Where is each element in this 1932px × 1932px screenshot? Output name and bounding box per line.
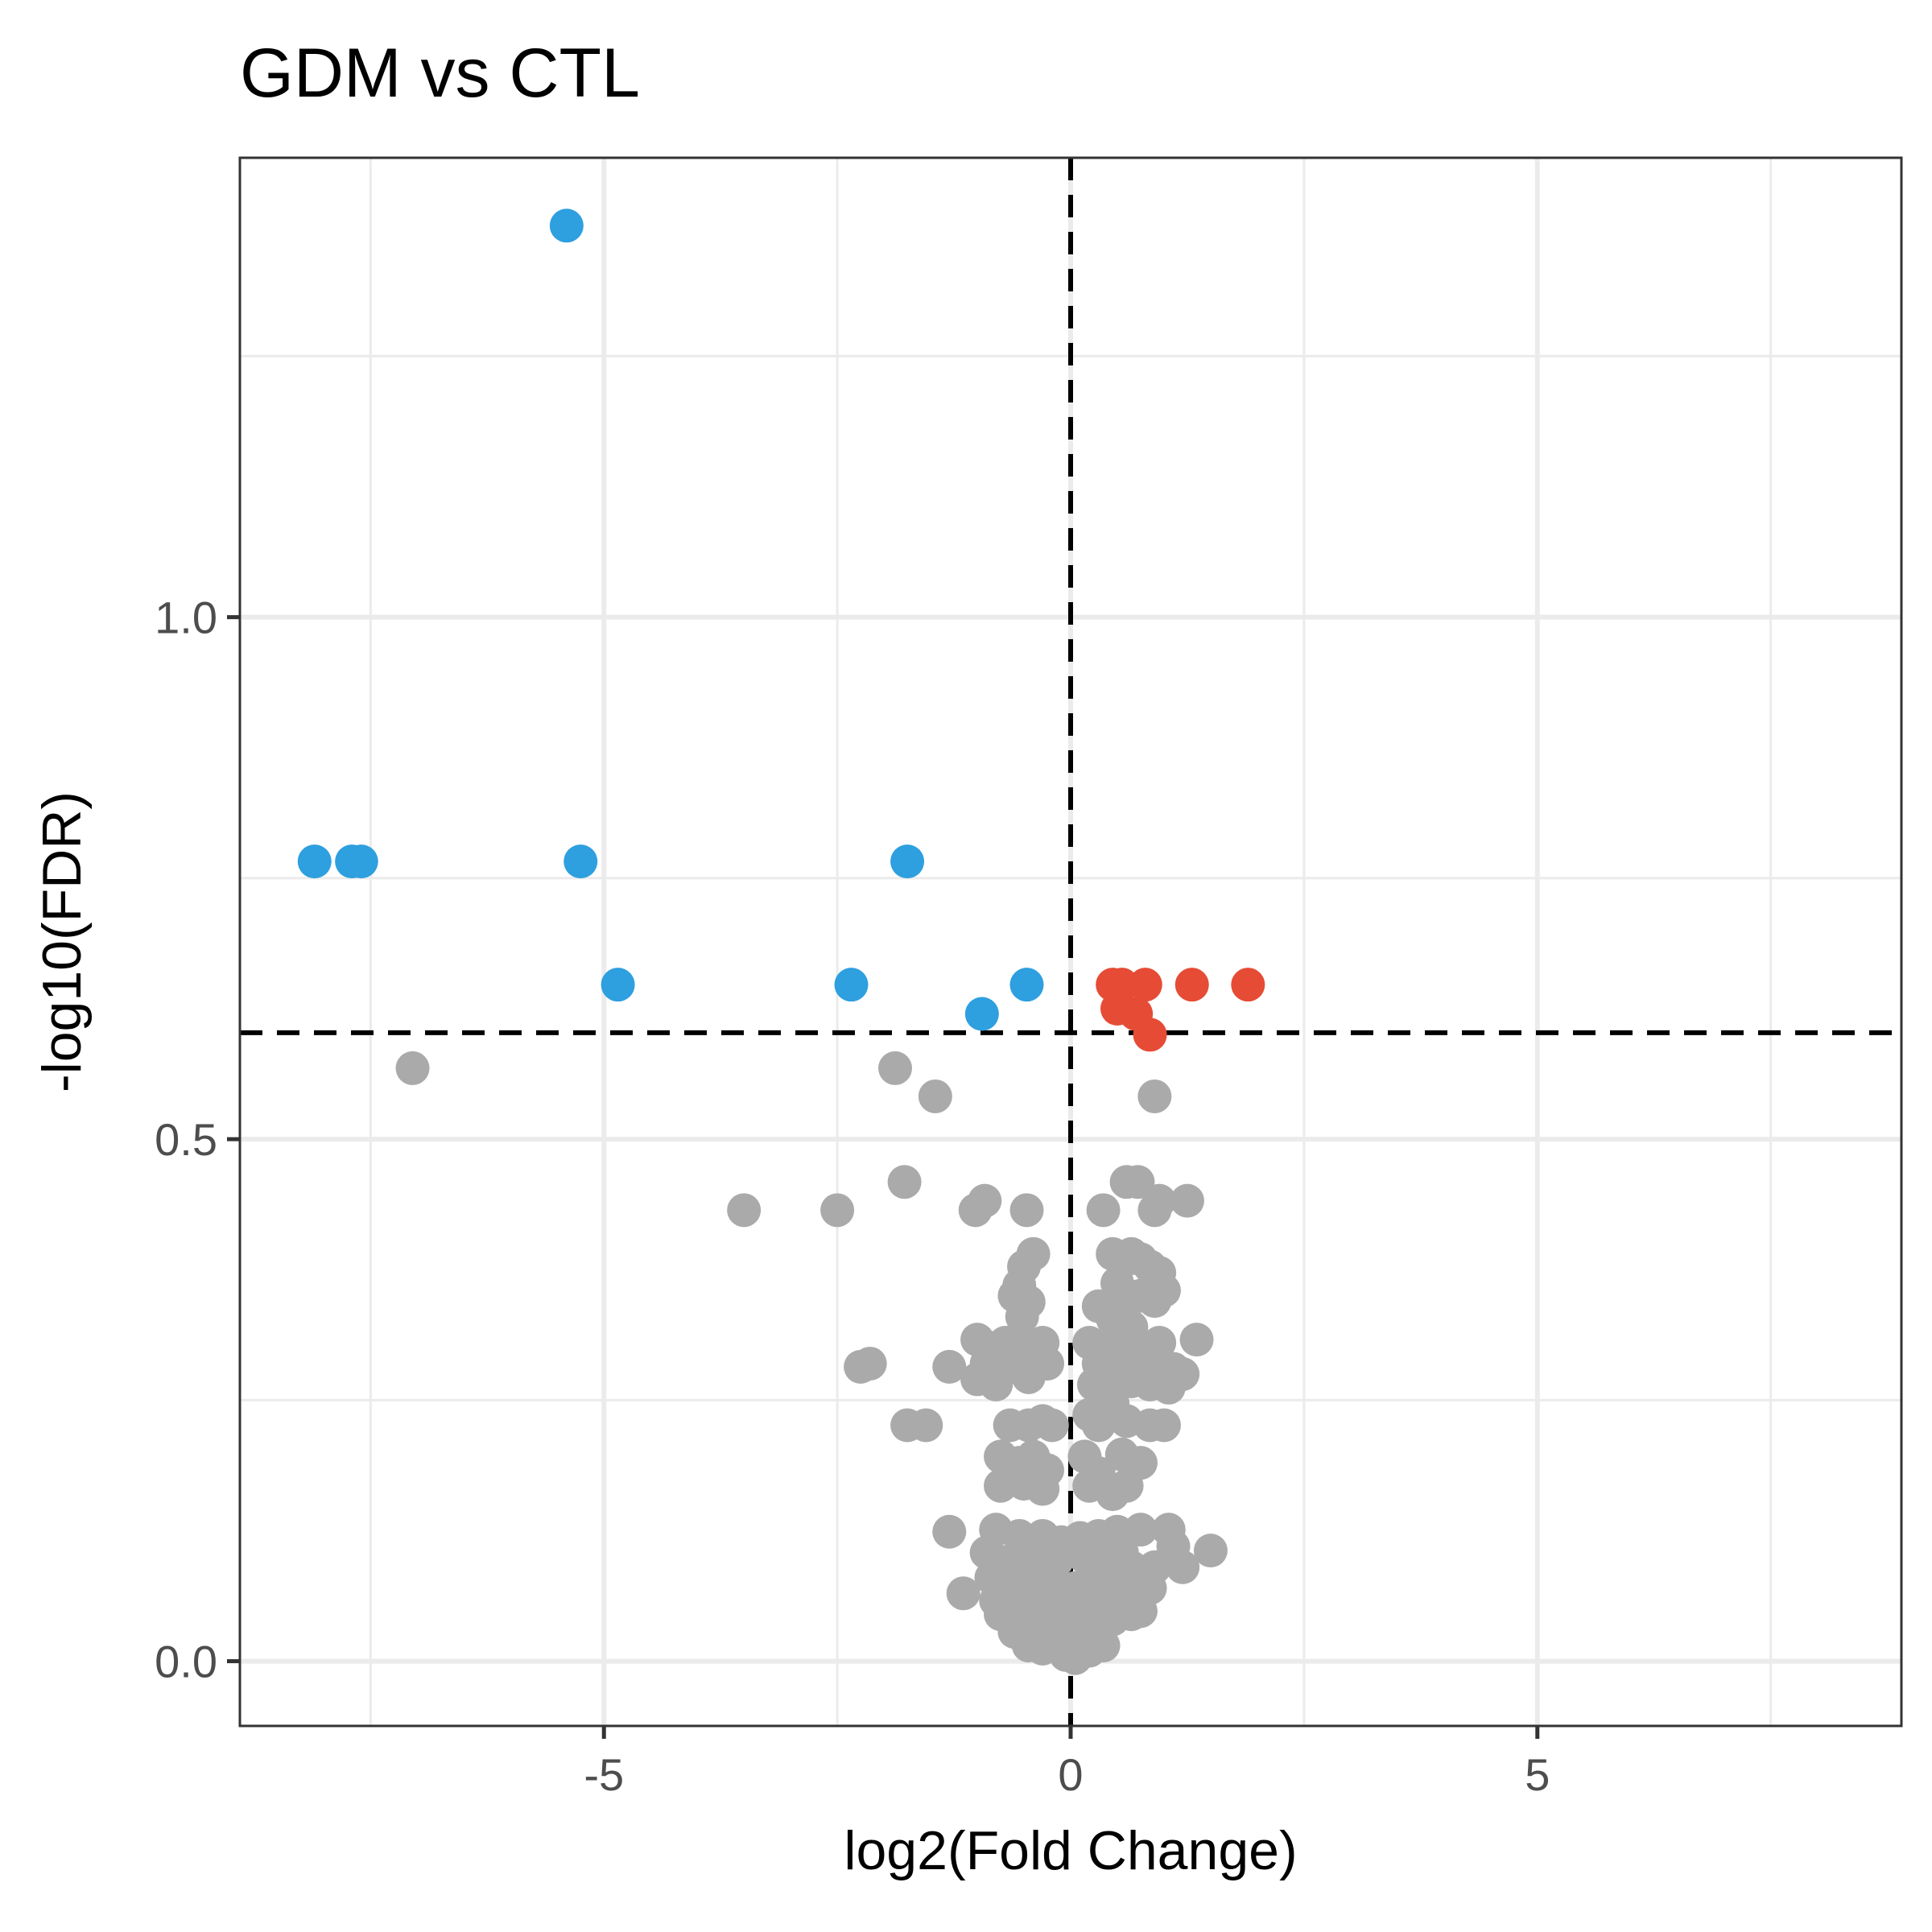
point-ns: [1146, 1274, 1181, 1308]
point-ns: [1170, 1183, 1204, 1218]
data-points: [297, 208, 1265, 1675]
point-ns: [852, 1346, 887, 1381]
point-ns: [932, 1349, 967, 1384]
point-down: [344, 844, 378, 879]
point-ns: [979, 1367, 1013, 1402]
point-down: [549, 208, 584, 243]
point-ns: [887, 1165, 922, 1199]
point-down: [834, 968, 869, 1002]
point-ns: [1009, 1193, 1044, 1228]
point-up: [1231, 968, 1265, 1002]
x-axis-title: log2(Fold Change): [844, 1820, 1297, 1881]
point-ns: [946, 1576, 980, 1611]
y-tick-label: 0.5: [155, 1114, 217, 1165]
point-down: [1009, 968, 1044, 1002]
y-tick-label: 1.0: [155, 592, 217, 643]
point-ns: [1179, 1323, 1214, 1357]
y-axis-title: -log10(FDR): [31, 791, 93, 1092]
point-ns: [1142, 1183, 1177, 1218]
x-tick-label: -5: [584, 1749, 624, 1800]
point-ns: [1026, 1472, 1060, 1506]
point-ns: [727, 1193, 762, 1228]
point-ns: [1011, 1629, 1046, 1663]
x-tick-label: 5: [1525, 1749, 1550, 1800]
point-up: [1133, 1018, 1167, 1052]
point-ns: [878, 1051, 913, 1085]
point-ns: [1166, 1356, 1200, 1391]
point-ns: [1011, 1360, 1046, 1394]
point-ns: [1146, 1408, 1181, 1443]
point-ns: [395, 1051, 430, 1085]
point-down: [564, 844, 598, 879]
axes: -5 0 5 0.0 0.5 1.0: [155, 592, 1550, 1800]
y-tick-label: 0.0: [155, 1637, 217, 1687]
point-down: [297, 844, 332, 879]
point-down: [601, 968, 635, 1002]
point-ns: [1034, 1408, 1069, 1443]
chart-title: GDM vs CTL: [240, 35, 640, 112]
x-tick-label: 0: [1058, 1749, 1083, 1800]
point-down: [890, 844, 925, 879]
point-ns: [918, 1079, 952, 1113]
point-down: [964, 997, 999, 1031]
point-ns: [1086, 1193, 1121, 1228]
point-ns: [1137, 1079, 1172, 1113]
point-ns: [1193, 1534, 1228, 1568]
point-ns: [1166, 1550, 1200, 1584]
point-ns: [1072, 1632, 1107, 1666]
point-ns: [1123, 1513, 1158, 1547]
point-ns: [1114, 1597, 1149, 1632]
point-ns: [958, 1193, 993, 1228]
point-ns: [932, 1514, 967, 1549]
point-up: [1128, 968, 1162, 1002]
point-ns: [1109, 1468, 1144, 1503]
point-ns: [820, 1193, 855, 1228]
point-up: [1174, 968, 1209, 1002]
point-ns: [909, 1408, 943, 1443]
